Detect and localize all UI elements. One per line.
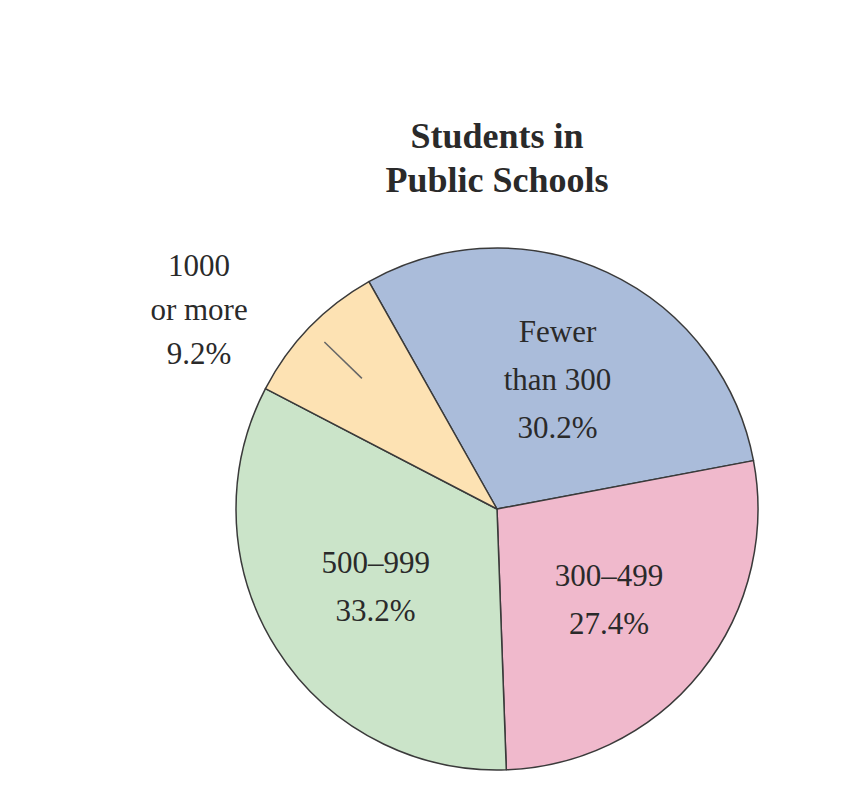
- value-label: 33.2%: [336, 593, 416, 628]
- category-label: 500–999: [321, 545, 430, 580]
- leader-line: [324, 342, 362, 378]
- pie-slice: [236, 389, 506, 770]
- chart-container: Students inPublic Schools Fewerthan 300 30…: [0, 0, 865, 797]
- value-label: 27.4%: [569, 606, 649, 641]
- pie-slice: [497, 461, 758, 770]
- chart-svg: Students inPublic Schools Fewerthan 300 30…: [0, 0, 865, 797]
- slice-labels: Fewerthan 300 30.2% 300–499 27.4% 500–999 33.…: [150, 248, 663, 641]
- value-label: 9.2%: [167, 336, 232, 371]
- category-label: 300–499: [555, 558, 664, 593]
- pie-slice: [265, 282, 497, 509]
- category-label: Fewerthan 300: [504, 314, 612, 397]
- slices: [236, 248, 758, 770]
- category-label: 1000or more: [150, 248, 247, 327]
- chart-title: Students inPublic Schools: [385, 116, 608, 200]
- value-label: 30.2%: [518, 410, 598, 445]
